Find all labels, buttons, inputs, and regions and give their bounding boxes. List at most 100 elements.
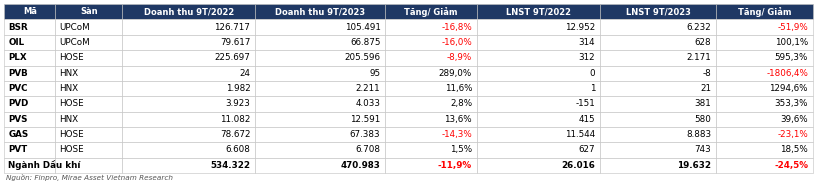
Text: BSR: BSR	[8, 23, 28, 32]
Bar	[4, 66, 56, 81]
Text: 8.883: 8.883	[686, 130, 712, 139]
Bar	[56, 96, 123, 111]
Text: 0: 0	[590, 69, 596, 78]
Text: 79.617: 79.617	[220, 38, 250, 47]
Bar	[386, 96, 477, 111]
Bar	[717, 50, 813, 66]
Bar	[56, 127, 123, 142]
Bar	[600, 111, 717, 127]
Text: 743: 743	[694, 146, 712, 154]
Bar	[56, 111, 123, 127]
Bar	[123, 127, 255, 142]
Bar	[56, 35, 123, 50]
Bar	[717, 142, 813, 158]
Text: LNST 9T/2023: LNST 9T/2023	[626, 7, 690, 16]
Bar	[123, 66, 255, 81]
Text: 314: 314	[578, 38, 596, 47]
Bar	[600, 158, 717, 173]
Bar	[123, 4, 255, 20]
Bar	[255, 111, 386, 127]
Text: 39,6%: 39,6%	[780, 115, 808, 124]
Bar	[386, 81, 477, 96]
Text: HOSE: HOSE	[60, 146, 84, 154]
Text: 381: 381	[694, 99, 712, 108]
Text: Nguồn: Finpro, Mirae Asset Vietnam Research: Nguồn: Finpro, Mirae Asset Vietnam Resea…	[6, 174, 172, 181]
Text: 126.717: 126.717	[215, 23, 250, 32]
Bar	[386, 35, 477, 50]
Bar	[4, 96, 56, 111]
Bar	[600, 142, 717, 158]
Bar	[386, 142, 477, 158]
Bar	[255, 96, 386, 111]
Bar	[56, 50, 123, 66]
Text: 1.982: 1.982	[225, 84, 250, 93]
Bar	[255, 127, 386, 142]
Text: 100,1%: 100,1%	[775, 38, 808, 47]
Bar	[600, 20, 717, 35]
Text: 13,6%: 13,6%	[444, 115, 472, 124]
Text: 1,5%: 1,5%	[450, 146, 472, 154]
Bar	[123, 158, 255, 173]
Bar	[477, 111, 600, 127]
Text: 2.211: 2.211	[356, 84, 381, 93]
Bar	[477, 96, 600, 111]
Text: 4.033: 4.033	[355, 99, 381, 108]
Text: 26.016: 26.016	[561, 161, 596, 170]
Bar	[56, 158, 123, 173]
Text: HOSE: HOSE	[60, 99, 84, 108]
Text: Tăng/ Giảm: Tăng/ Giảm	[404, 7, 458, 17]
Text: 21: 21	[700, 84, 712, 93]
Bar	[123, 20, 255, 35]
Text: 6.608: 6.608	[225, 146, 250, 154]
Text: OIL: OIL	[8, 38, 25, 47]
Bar	[4, 4, 56, 20]
Text: 67.383: 67.383	[350, 130, 381, 139]
Text: PVT: PVT	[8, 146, 28, 154]
Bar	[477, 4, 600, 20]
Bar	[600, 50, 717, 66]
Text: 1294,6%: 1294,6%	[770, 84, 808, 93]
Text: 105.491: 105.491	[345, 23, 381, 32]
Text: 627: 627	[578, 146, 596, 154]
Bar	[4, 111, 56, 127]
Bar	[56, 66, 123, 81]
Bar	[600, 81, 717, 96]
Bar	[4, 20, 56, 35]
Bar	[600, 66, 717, 81]
Bar	[386, 20, 477, 35]
Text: -1806,4%: -1806,4%	[766, 69, 808, 78]
Text: 12.591: 12.591	[350, 115, 381, 124]
Bar	[477, 35, 600, 50]
Bar	[56, 142, 123, 158]
Bar	[717, 158, 813, 173]
Text: HOSE: HOSE	[60, 53, 84, 62]
Bar	[56, 81, 123, 96]
Text: GAS: GAS	[8, 130, 29, 139]
Bar	[717, 127, 813, 142]
Bar	[255, 50, 386, 66]
Bar	[255, 142, 386, 158]
Bar	[123, 111, 255, 127]
Text: Tăng/ Giảm: Tăng/ Giảm	[738, 7, 792, 17]
Bar	[386, 158, 477, 173]
Text: 225.697: 225.697	[215, 53, 250, 62]
Bar	[600, 4, 717, 20]
Text: 6.708: 6.708	[355, 146, 381, 154]
Text: 11.544: 11.544	[565, 130, 596, 139]
Text: Sàn: Sàn	[80, 7, 97, 16]
Bar	[477, 81, 600, 96]
Text: 312: 312	[578, 53, 596, 62]
Text: 18,5%: 18,5%	[780, 146, 808, 154]
Text: 289,0%: 289,0%	[439, 69, 472, 78]
Bar	[477, 142, 600, 158]
Bar	[717, 96, 813, 111]
Text: 11.082: 11.082	[220, 115, 250, 124]
Text: 3.923: 3.923	[225, 99, 250, 108]
Text: 470.983: 470.983	[341, 161, 381, 170]
Bar	[477, 158, 600, 173]
Text: 595,3%: 595,3%	[775, 53, 808, 62]
Bar	[600, 35, 717, 50]
Text: -16,0%: -16,0%	[441, 38, 472, 47]
Text: HNX: HNX	[60, 115, 78, 124]
Bar	[477, 127, 600, 142]
